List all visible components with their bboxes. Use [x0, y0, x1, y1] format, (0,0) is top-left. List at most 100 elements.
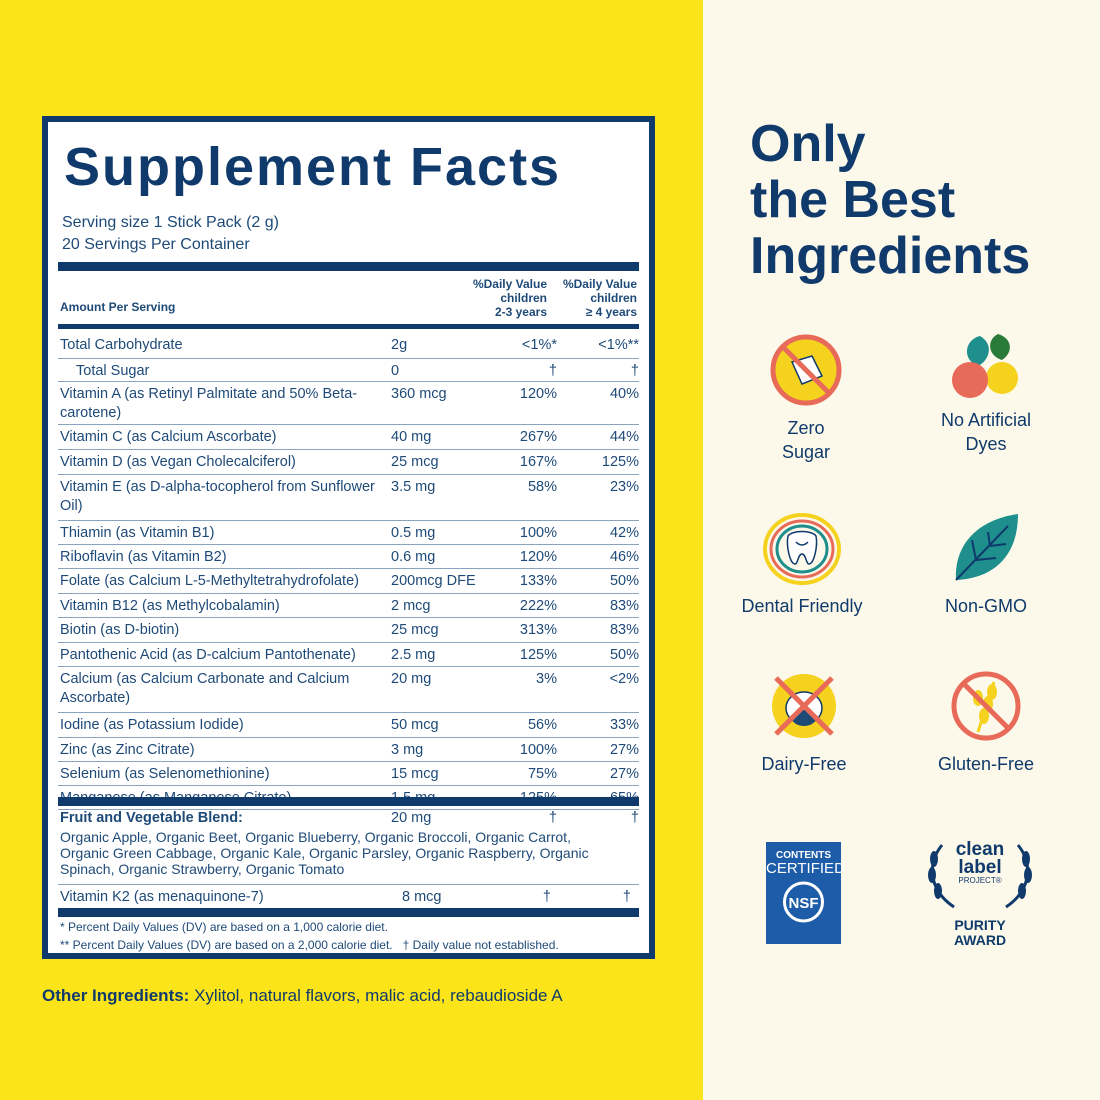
- nutrient-name: Riboflavin (as Vitamin B2): [60, 549, 227, 565]
- nutrient-amount: 2.5 mg: [391, 647, 436, 663]
- tooth-icon: [763, 513, 841, 585]
- nutrient-dv-2-3: 58%: [527, 479, 557, 495]
- nsf-logo-icon: NSF: [783, 881, 824, 923]
- nutrient-amount: 15 mcg: [391, 766, 439, 782]
- nutrient-name: Total Carbohydrate: [60, 337, 183, 353]
- nutrient-dv-4plus: 23%: [609, 479, 639, 495]
- feature-no-artificial-dyes: No Artificial Dyes: [896, 330, 1076, 456]
- nutrient-dv-4plus: <2%: [609, 671, 639, 687]
- divider-footer: [58, 908, 639, 917]
- nutrient-dv-4plus: 125%: [601, 454, 639, 470]
- supplement-facts-panel: Supplement Facts Serving size 1 Stick Pa…: [42, 116, 655, 959]
- other-ingredients: Other Ingredients: Xylitol, natural flav…: [42, 986, 563, 1006]
- nutrient-row: Biotin (as D-biotin) 25 mcg 313% 83%: [58, 618, 639, 643]
- nutrient-name: Vitamin E (as D-alpha-tocopherol from Su…: [60, 479, 375, 514]
- nutrient-amount: 20 mg: [391, 671, 432, 687]
- clean-line-1: clean: [956, 839, 1005, 860]
- k2-name: Vitamin K2 (as menaquinone-7): [60, 889, 264, 905]
- nsf-logo-text: NSF: [789, 895, 819, 912]
- nutrient-row: Vitamin C (as Calcium Ascorbate) 40 mg 267…: [58, 425, 639, 450]
- nutrient-row: Total Sugar 0 † †: [58, 359, 639, 382]
- serving-size: Serving size 1 Stick Pack (2 g): [62, 214, 279, 231]
- nutrient-amount: 50 mcg: [391, 717, 439, 733]
- nutrient-dv-4plus: 44%: [609, 429, 639, 445]
- nutrient-name: Folate (as Calcium L-5-Methyltetrahydrof…: [60, 573, 359, 589]
- nsf-badge: CONTENTS CERTIFIED NSF: [766, 842, 845, 944]
- nutrient-dv-4plus: 42%: [609, 525, 639, 541]
- nutrient-dv-2-3: 222%: [519, 598, 557, 614]
- nutrient-dv-2-3: 56%: [527, 717, 557, 733]
- gluten-free-icon: [951, 671, 1021, 741]
- nutrient-amount: 3 mg: [391, 742, 424, 758]
- blend-amount: 20 mg: [391, 810, 432, 826]
- leaf-icon: [955, 514, 1018, 581]
- nutrient-amount: 0: [391, 363, 400, 379]
- facts-title: Supplement Facts: [64, 137, 562, 197]
- nutrient-dv-2-3: 120%: [519, 386, 557, 402]
- nutrient-amount: 2g: [391, 337, 408, 353]
- nutrient-dv-2-3: 133%: [519, 573, 557, 589]
- divider-thick: [58, 262, 639, 271]
- nutrient-amount: 200mcg DFE: [391, 573, 476, 589]
- nutrient-dv-2-3: †: [548, 363, 557, 379]
- nutrient-row: Iodine (as Potassium Iodide) 50 mcg 56% 33%: [58, 713, 639, 738]
- nutrient-amount: 40 mg: [391, 429, 432, 445]
- feature-dairy-free: Dairy-Free: [714, 668, 894, 776]
- nutrient-dv-4plus: 83%: [609, 598, 639, 614]
- blend-list: Organic Apple, Organic Beet, Organic Blu…: [60, 829, 589, 877]
- feature-dental-friendly: Dental Friendly: [712, 512, 892, 618]
- feature-label: Gluten-Free: [937, 754, 1035, 774]
- nutrient-amount: 0.5 mg: [391, 525, 436, 541]
- nutrient-dv-2-3: <1%*: [521, 337, 557, 353]
- nutrient-name: Selenium (as Selenomethionine): [60, 766, 270, 782]
- nutrient-row: Riboflavin (as Vitamin B2) 0.6 mg 120% 46%: [58, 545, 639, 569]
- k2-amount: 8 mcg: [402, 889, 442, 905]
- nutrient-dv-4plus: 33%: [609, 717, 639, 733]
- nutrient-amount: 2 mcg: [391, 598, 431, 614]
- feature-label: Zero Sugar: [781, 418, 831, 462]
- nutrient-table: Total Carbohydrate 2g <1%* <1%** Total Sugar…: [58, 333, 639, 810]
- clean-line-4: PURITY: [954, 917, 1006, 933]
- clean-line-5: AWARD: [953, 932, 1007, 948]
- nutrient-dv-4plus: 83%: [609, 622, 639, 638]
- k2-dv2: †: [622, 889, 631, 905]
- dv-header-4plus: %Daily Value children ≥ 4 years: [562, 277, 637, 319]
- other-ingredients-text: Xylitol, natural flavors, malic acid, re…: [189, 986, 563, 1005]
- nutrient-name: Vitamin C (as Calcium Ascorbate): [60, 429, 277, 445]
- blend-title: Fruit and Vegetable Blend:: [60, 810, 243, 826]
- nutrient-name: Biotin (as D-biotin): [60, 622, 180, 638]
- nutrient-amount: 25 mcg: [391, 622, 439, 638]
- nutrient-row: Thiamin (as Vitamin B1) 0.5 mg 100% 42%: [58, 521, 639, 545]
- produce-icon: [952, 334, 1018, 398]
- nutrient-dv-2-3: 313%: [519, 622, 557, 638]
- clean-line-2: label: [958, 857, 1001, 878]
- blend-row: Fruit and Vegetable Blend: 20 mg † † Org…: [58, 804, 639, 884]
- nutrient-row: Pantothenic Acid (as D-calcium Pantothen…: [58, 643, 639, 667]
- nutrient-dv-2-3: 267%: [519, 429, 557, 445]
- nutrient-dv-4plus: 50%: [609, 647, 639, 663]
- nutrient-dv-2-3: 100%: [519, 742, 557, 758]
- nutrient-dv-2-3: 125%: [519, 647, 557, 663]
- headline-line-2: the Best: [750, 171, 956, 229]
- nutrient-row: Zinc (as Zinc Citrate) 3 mg 100% 27%: [58, 738, 639, 762]
- amount-per-serving-header: Amount Per Serving: [60, 300, 176, 314]
- nutrient-name: Pantothenic Acid (as D-calcium Pantothen…: [60, 647, 356, 663]
- nutrient-name: Total Sugar: [76, 363, 150, 379]
- nutrient-row: Vitamin A (as Retinyl Palmitate and 50% …: [58, 382, 639, 425]
- headline-line-1: Only: [750, 115, 866, 173]
- nutrient-dv-2-3: 100%: [519, 525, 557, 541]
- nutrient-dv-2-3: 75%: [527, 766, 557, 782]
- feature-gluten-free: Gluten-Free: [896, 668, 1076, 776]
- k2-dv1: †: [542, 889, 551, 905]
- blend-dv1: †: [548, 810, 557, 826]
- nutrient-dv-2-3: 3%: [536, 671, 557, 687]
- nutrient-dv-4plus: 46%: [609, 549, 639, 565]
- feature-label: No Artificial Dyes: [940, 410, 1032, 454]
- headline: Only the Best Ingredients: [750, 116, 1030, 284]
- nutrient-name: Iodine (as Potassium Iodide): [60, 717, 244, 733]
- serving-info: Serving size 1 Stick Pack (2 g) 20 Servi…: [62, 212, 279, 256]
- nutrient-amount: 3.5 mg: [391, 479, 436, 495]
- footnotes: * Percent Daily Values (DV) are based on…: [60, 918, 559, 954]
- nutrient-row: Vitamin D (as Vegan Cholecalciferol) 25 m…: [58, 450, 639, 475]
- nutrient-dv-4plus: 27%: [609, 766, 639, 782]
